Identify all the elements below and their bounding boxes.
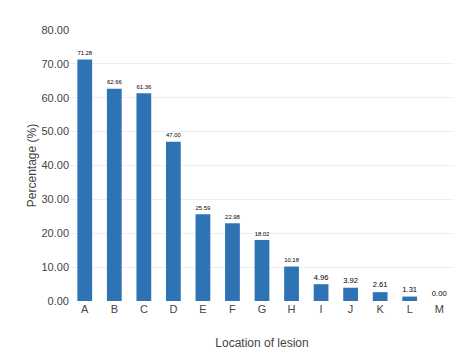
svg-text:62.66: 62.66 [107,79,122,85]
svg-text:A: A [81,303,89,315]
svg-text:J: J [348,303,354,315]
svg-text:K: K [376,303,384,315]
svg-text:D: D [169,303,177,315]
svg-text:L: L [407,303,413,315]
svg-text:B: B [111,303,118,315]
svg-text:4.96: 4.96 [314,273,329,282]
svg-text:M: M [435,303,444,315]
svg-text:60.00: 60.00 [41,92,69,104]
svg-text:71.28: 71.28 [77,50,92,56]
svg-text:G: G [258,303,267,315]
svg-text:20.00: 20.00 [41,227,69,239]
svg-text:I: I [320,303,323,315]
svg-text:47.00: 47.00 [166,132,181,138]
svg-text:61.36: 61.36 [136,84,151,90]
svg-text:25.59: 25.59 [196,205,211,211]
svg-text:80.00: 80.00 [41,24,69,36]
svg-text:H: H [288,303,296,315]
svg-text:E: E [199,303,206,315]
svg-text:0.00: 0.00 [432,289,447,298]
svg-text:40.00: 40.00 [41,159,69,171]
svg-text:10.00: 10.00 [41,261,69,273]
svg-text:F: F [229,303,236,315]
svg-text:Percentage (%): Percentage (%) [25,124,39,207]
svg-text:Location of lesion: Location of lesion [215,336,308,350]
svg-text:50.00: 50.00 [41,125,69,137]
svg-text:70.00: 70.00 [41,58,69,70]
svg-text:1.31: 1.31 [402,285,417,294]
svg-text:22.98: 22.98 [225,214,240,220]
svg-text:0.00: 0.00 [48,295,69,307]
svg-text:30.00: 30.00 [41,193,69,205]
svg-text:18.02: 18.02 [255,231,270,237]
svg-text:10.18: 10.18 [284,257,299,263]
svg-text:2.61: 2.61 [373,280,388,289]
svg-text:3.92: 3.92 [343,276,358,285]
svg-text:C: C [140,303,148,315]
